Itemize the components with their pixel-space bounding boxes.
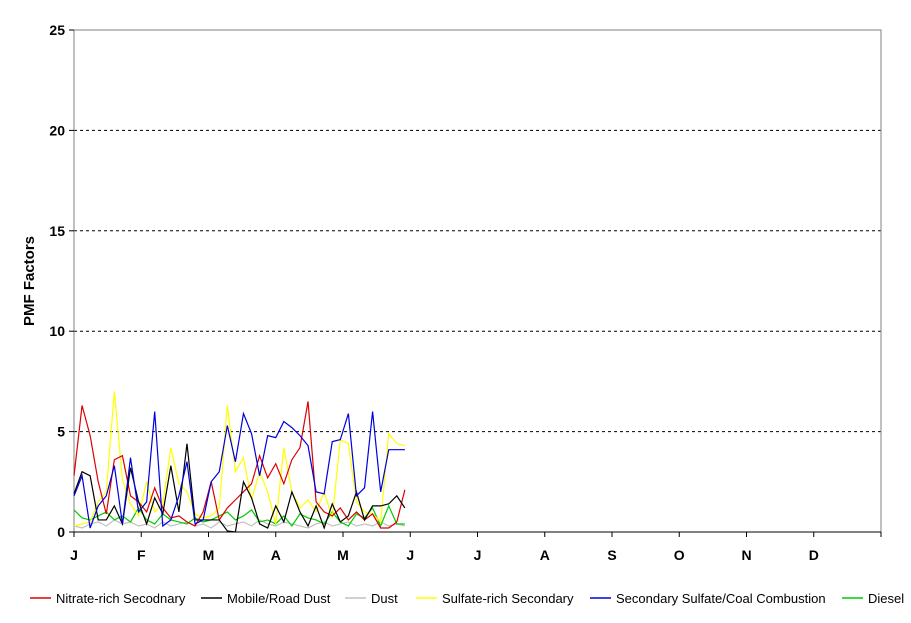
x-tick-label: O xyxy=(674,547,685,563)
x-tick-label: J xyxy=(70,547,78,563)
y-tick-label: 5 xyxy=(57,424,65,440)
x-tick-label: A xyxy=(540,547,550,563)
gridlines xyxy=(74,129,881,433)
series-line-dust xyxy=(73,519,406,529)
y-tick-label: 0 xyxy=(57,524,65,540)
x-tick-label: M xyxy=(203,547,215,563)
x-tick-label: J xyxy=(474,547,482,563)
y-tick-label: 15 xyxy=(49,223,65,239)
x-tick-label: N xyxy=(741,547,751,563)
series-line-diesel xyxy=(73,504,405,528)
y-axis-label: PMF Factors xyxy=(21,236,38,326)
legend-label: Secondary Sulfate/Coal Combustion xyxy=(616,591,826,606)
y-tick-label: 10 xyxy=(49,323,65,339)
series-line-secondary-sulfate-coal-combustion xyxy=(73,411,405,529)
series-line-mobile-road-dust xyxy=(73,443,406,533)
legend-label: Sulfate-rich Secondary xyxy=(442,591,574,606)
legend: Nitrate-rich Secodnary Mobile/Road Dust Du… xyxy=(30,591,904,606)
x-tick-label: D xyxy=(809,547,819,563)
legend-label: Mobile/Road Dust xyxy=(227,591,331,606)
plot-area-frame xyxy=(73,29,882,533)
series-line-sulfate-rich-secondary xyxy=(73,391,406,527)
legend-label: Dust xyxy=(371,591,398,606)
y-axis: 0 5 10 15 20 25 xyxy=(49,22,74,540)
legend-label: Nitrate-rich Secodnary xyxy=(56,591,186,606)
legend-label: Diesel xyxy=(868,591,904,606)
y-tick-label: 25 xyxy=(49,22,65,38)
x-tick-label: M xyxy=(337,547,349,563)
series-lines xyxy=(73,391,406,533)
series-line-nitrate-rich-secodnary xyxy=(73,401,406,529)
x-tick-label: A xyxy=(271,547,281,563)
x-tick-label: F xyxy=(137,547,146,563)
x-tick-label: S xyxy=(607,547,616,563)
y-tick-label: 20 xyxy=(49,122,65,138)
x-tick-label: J xyxy=(406,547,414,563)
